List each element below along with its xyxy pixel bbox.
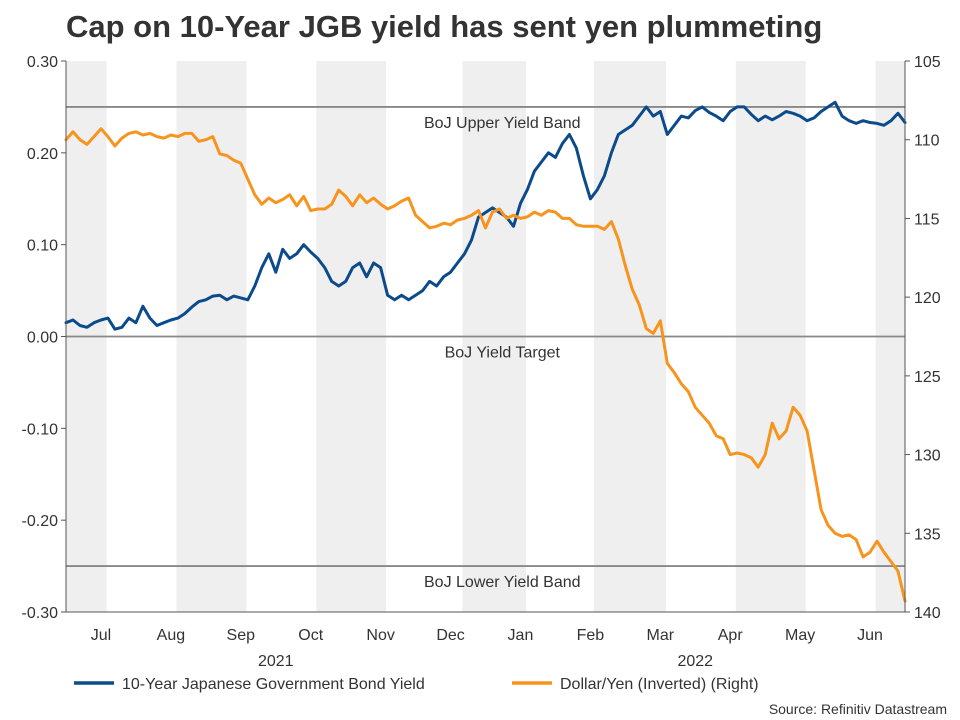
left-axis-tick-label: -0.10 — [22, 421, 59, 438]
x-axis-year-label: 2021 — [258, 653, 294, 670]
legend-label: 10-Year Japanese Government Bond Yield — [122, 676, 425, 693]
left-axis-tick-label: -0.20 — [22, 513, 59, 530]
x-axis-month-label: Aug — [157, 627, 185, 644]
left-axis-tick-label: -0.30 — [22, 605, 59, 622]
right-axis-tick-label: 130 — [914, 448, 941, 465]
reference-line-label: BoJ Lower Yield Band — [424, 574, 581, 591]
x-axis-month-label: Apr — [718, 627, 744, 644]
reference-line-label: BoJ Upper Yield Band — [424, 115, 581, 132]
x-axis-month-label: Sep — [227, 627, 256, 644]
right-axis-tick-label: 120 — [914, 290, 941, 307]
x-axis-month-label: Jan — [508, 627, 534, 644]
reference-lines: BoJ Upper Yield Band BoJ Yield Target BoJ … — [66, 106, 905, 591]
x-axis-month-label: Nov — [366, 627, 394, 644]
right-axis-tick-label: 135 — [914, 526, 941, 543]
right-axis-tick-label: 140 — [914, 605, 941, 622]
x-axis-year-label: 2022 — [677, 653, 713, 670]
series-line — [64, 100, 907, 331]
axes: 0.30 0.20 0.10 0.00 -0.10 -0.20 -0.30 105 110 115… — [22, 54, 941, 670]
right-axis-tick-label: 110 — [914, 133, 940, 150]
reference-line-label: BoJ Yield Target — [445, 345, 561, 362]
x-axis-month-label: Mar — [647, 627, 675, 644]
right-axis-tick-label: 115 — [914, 211, 940, 228]
x-axis-month-label: Oct — [298, 627, 323, 644]
left-axis-tick-label: 0.30 — [27, 54, 58, 71]
right-axis-tick-label: 125 — [914, 369, 941, 386]
left-axis-tick-label: 0.00 — [27, 330, 58, 347]
x-axis-month-label: May — [785, 627, 815, 644]
series-lines — [64, 100, 907, 603]
x-axis-month-label: Jul — [91, 627, 111, 644]
x-axis-month-label: Dec — [436, 627, 464, 644]
left-axis-tick-label: 0.10 — [27, 238, 58, 255]
source-note: Source: Refinitiv Datastream — [769, 701, 947, 717]
right-axis-tick-label: 105 — [914, 54, 941, 71]
series-line — [64, 127, 907, 603]
x-axis-month-label: Jun — [857, 627, 883, 644]
x-axis-month-label: Feb — [577, 627, 605, 644]
chart-title: Cap on 10-Year JGB yield has sent yen pl… — [66, 9, 822, 44]
legend-label: Dollar/Yen (Inverted) (Right) — [560, 676, 759, 693]
legend: 10-Year Japanese Government Bond Yield Do… — [74, 676, 759, 693]
left-axis-tick-label: 0.20 — [27, 146, 58, 163]
